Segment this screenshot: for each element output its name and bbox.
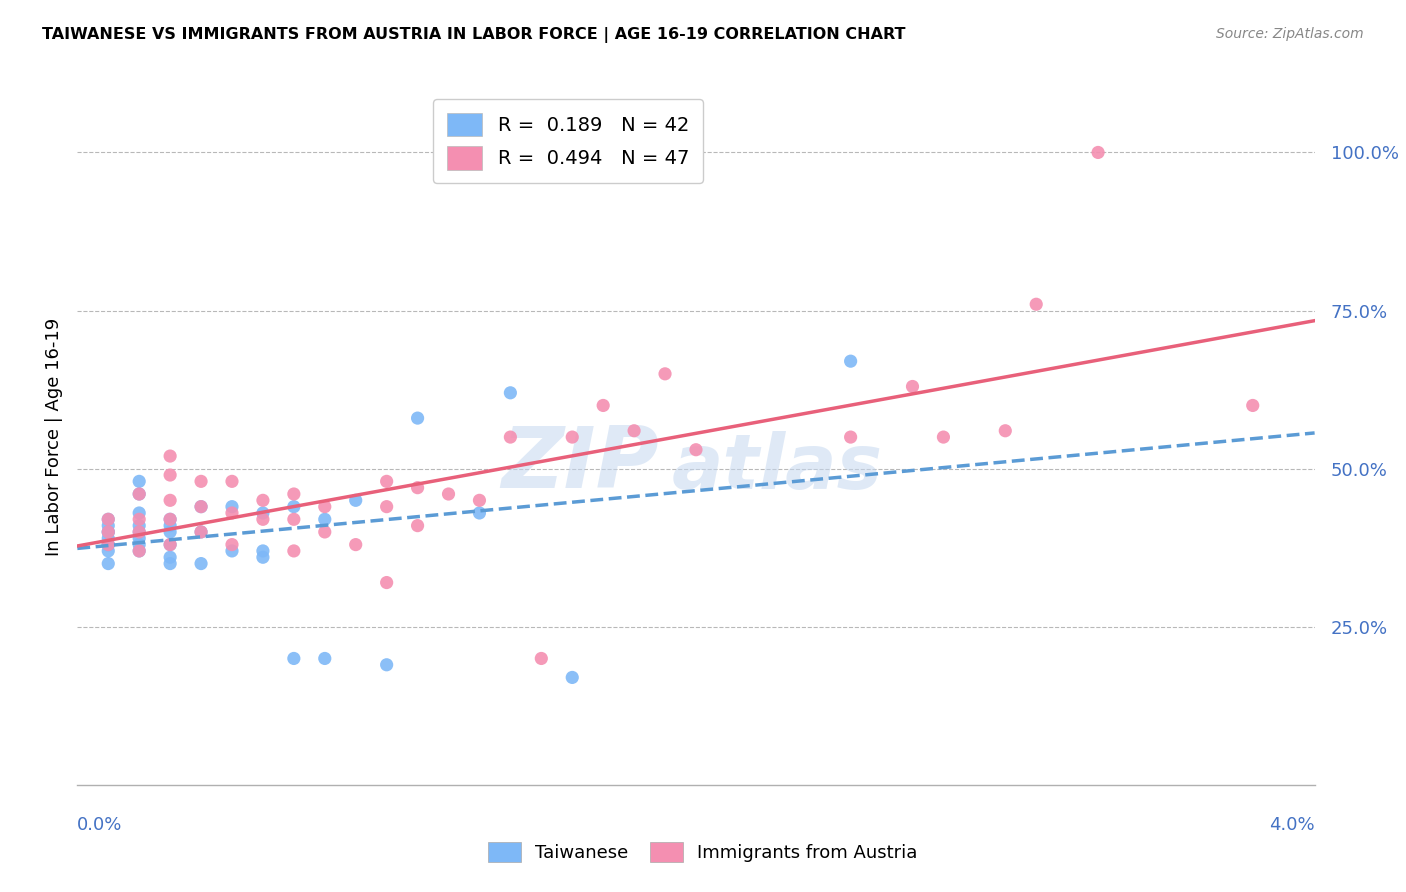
- Point: [128, 487, 150, 501]
- Point: [406, 518, 429, 533]
- Y-axis label: In Labor Force | Age 16-19: In Labor Force | Age 16-19: [45, 318, 63, 557]
- Point: [159, 524, 181, 539]
- Point: [190, 524, 212, 539]
- Point: [932, 430, 955, 444]
- Point: [654, 367, 676, 381]
- Text: 0.0%: 0.0%: [77, 816, 122, 834]
- Point: [623, 424, 645, 438]
- Point: [592, 399, 614, 413]
- Point: [128, 524, 150, 539]
- Point: [252, 506, 274, 520]
- Point: [314, 651, 336, 665]
- Text: ZIP: ZIP: [501, 424, 659, 507]
- Point: [128, 538, 150, 552]
- Point: [375, 657, 398, 672]
- Point: [190, 475, 212, 489]
- Point: [839, 354, 862, 368]
- Point: [839, 430, 862, 444]
- Point: [252, 550, 274, 565]
- Point: [375, 475, 398, 489]
- Point: [283, 651, 305, 665]
- Point: [190, 524, 212, 539]
- Point: [97, 524, 120, 539]
- Point: [97, 538, 120, 552]
- Point: [159, 512, 181, 526]
- Point: [128, 544, 150, 558]
- Point: [159, 557, 181, 571]
- Point: [314, 500, 336, 514]
- Point: [221, 538, 243, 552]
- Point: [252, 544, 274, 558]
- Point: [190, 500, 212, 514]
- Point: [97, 538, 120, 552]
- Point: [159, 518, 181, 533]
- Point: [344, 493, 367, 508]
- Text: atlas: atlas: [671, 432, 883, 506]
- Point: [468, 493, 491, 508]
- Point: [128, 506, 150, 520]
- Point: [97, 538, 120, 552]
- Point: [190, 557, 212, 571]
- Point: [97, 524, 120, 539]
- Point: [530, 651, 553, 665]
- Point: [128, 531, 150, 545]
- Point: [406, 481, 429, 495]
- Point: [159, 550, 181, 565]
- Point: [221, 506, 243, 520]
- Point: [344, 538, 367, 552]
- Point: [128, 475, 150, 489]
- Point: [375, 575, 398, 590]
- Point: [159, 538, 181, 552]
- Point: [221, 475, 243, 489]
- Point: [468, 506, 491, 520]
- Point: [128, 524, 150, 539]
- Point: [252, 493, 274, 508]
- Point: [994, 424, 1017, 438]
- Legend: Taiwanese, Immigrants from Austria: Taiwanese, Immigrants from Austria: [481, 835, 925, 870]
- Point: [97, 512, 120, 526]
- Point: [252, 512, 274, 526]
- Point: [97, 524, 120, 539]
- Point: [283, 500, 305, 514]
- Point: [128, 518, 150, 533]
- Point: [159, 468, 181, 483]
- Point: [314, 512, 336, 526]
- Point: [1241, 399, 1264, 413]
- Point: [97, 531, 120, 545]
- Point: [561, 670, 583, 684]
- Point: [159, 538, 181, 552]
- Point: [437, 487, 460, 501]
- Point: [901, 379, 924, 393]
- Point: [159, 493, 181, 508]
- Point: [128, 487, 150, 501]
- Point: [406, 411, 429, 425]
- Point: [97, 512, 120, 526]
- Point: [221, 500, 243, 514]
- Point: [499, 385, 522, 400]
- Point: [375, 500, 398, 514]
- Text: 4.0%: 4.0%: [1270, 816, 1315, 834]
- Point: [283, 487, 305, 501]
- Point: [128, 544, 150, 558]
- Point: [283, 512, 305, 526]
- Text: Source: ZipAtlas.com: Source: ZipAtlas.com: [1216, 27, 1364, 41]
- Point: [499, 430, 522, 444]
- Point: [314, 524, 336, 539]
- Point: [159, 449, 181, 463]
- Point: [561, 430, 583, 444]
- Point: [97, 518, 120, 533]
- Point: [283, 544, 305, 558]
- Point: [159, 512, 181, 526]
- Point: [1025, 297, 1047, 311]
- Point: [128, 512, 150, 526]
- Point: [97, 557, 120, 571]
- Point: [1087, 145, 1109, 160]
- Point: [221, 544, 243, 558]
- Text: TAIWANESE VS IMMIGRANTS FROM AUSTRIA IN LABOR FORCE | AGE 16-19 CORRELATION CHAR: TAIWANESE VS IMMIGRANTS FROM AUSTRIA IN …: [42, 27, 905, 43]
- Legend: R =  0.189   N = 42, R =  0.494   N = 47: R = 0.189 N = 42, R = 0.494 N = 47: [433, 99, 703, 184]
- Point: [685, 442, 707, 457]
- Point: [190, 500, 212, 514]
- Point: [97, 544, 120, 558]
